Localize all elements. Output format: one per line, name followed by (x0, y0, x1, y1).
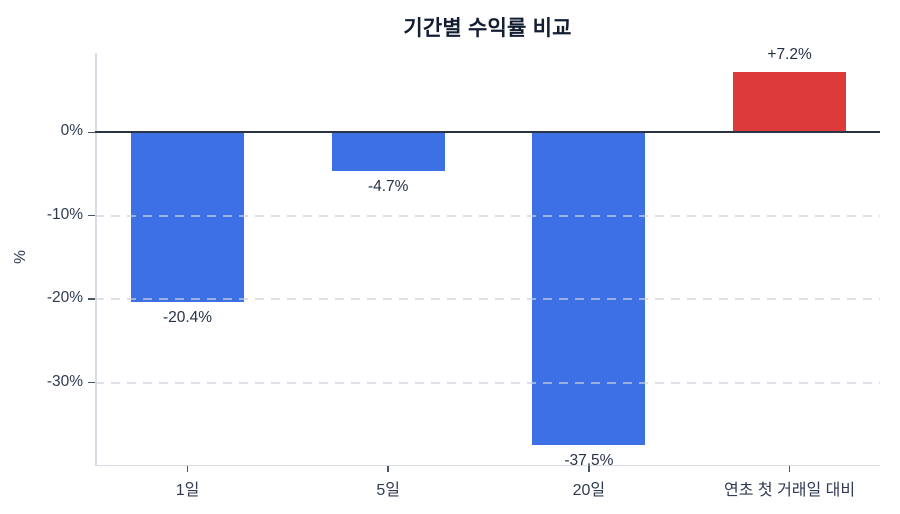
gridline--30% (95, 381, 880, 384)
y-tick-mark--30% (88, 381, 95, 384)
x-tick-label-연초 첫 거래일 대비: 연초 첫 거래일 대비 (724, 482, 856, 499)
x-tick-mark-5일 (387, 466, 389, 472)
y-tick-label--30%: -30% (46, 372, 83, 390)
zero-baseline (95, 131, 880, 134)
y-axis-spine (95, 53, 97, 466)
bar-1일 (131, 132, 244, 303)
y-tick-mark-0% (88, 131, 95, 133)
chart-title: 기간별 수익률 비교 (403, 17, 572, 40)
x-tick-mark-20일 (588, 466, 590, 472)
value-label-5일: -4.7% (367, 178, 409, 196)
y-tick-label--20%: -20% (46, 289, 83, 307)
bar-5일 (331, 132, 445, 172)
y-tick-label-0%: 0% (60, 122, 83, 140)
value-label-연초 첫 거래일 대비: +7.2% (767, 46, 812, 64)
bar-20일 (532, 132, 646, 446)
x-tick-mark-1일 (186, 466, 189, 472)
y-axis-title: % (11, 250, 29, 264)
bar-연초 첫 거래일 대비 (733, 72, 847, 133)
x-tick-mark-연초 첫 거래일 대비 (788, 466, 791, 472)
x-tick-label-20일: 20일 (572, 482, 606, 499)
x-axis-spine (95, 464, 880, 466)
gridline--20% (95, 298, 880, 301)
x-tick-label-1일: 1일 (175, 482, 200, 499)
gridline--10% (95, 214, 880, 217)
y-tick-label--10%: -10% (46, 205, 83, 223)
y-tick-mark--20% (88, 298, 95, 300)
y-tick-mark--10% (88, 214, 95, 217)
plot-area: -20.4% -4.7% -37,5% +7.2% 0% -10% -20% -30% 1일 5일… (47, 46, 880, 499)
value-label-1일: -20.4% (162, 309, 213, 327)
value-label-20일: -37,5% (564, 452, 614, 470)
x-tick-label-5일: 5일 (376, 482, 400, 499)
